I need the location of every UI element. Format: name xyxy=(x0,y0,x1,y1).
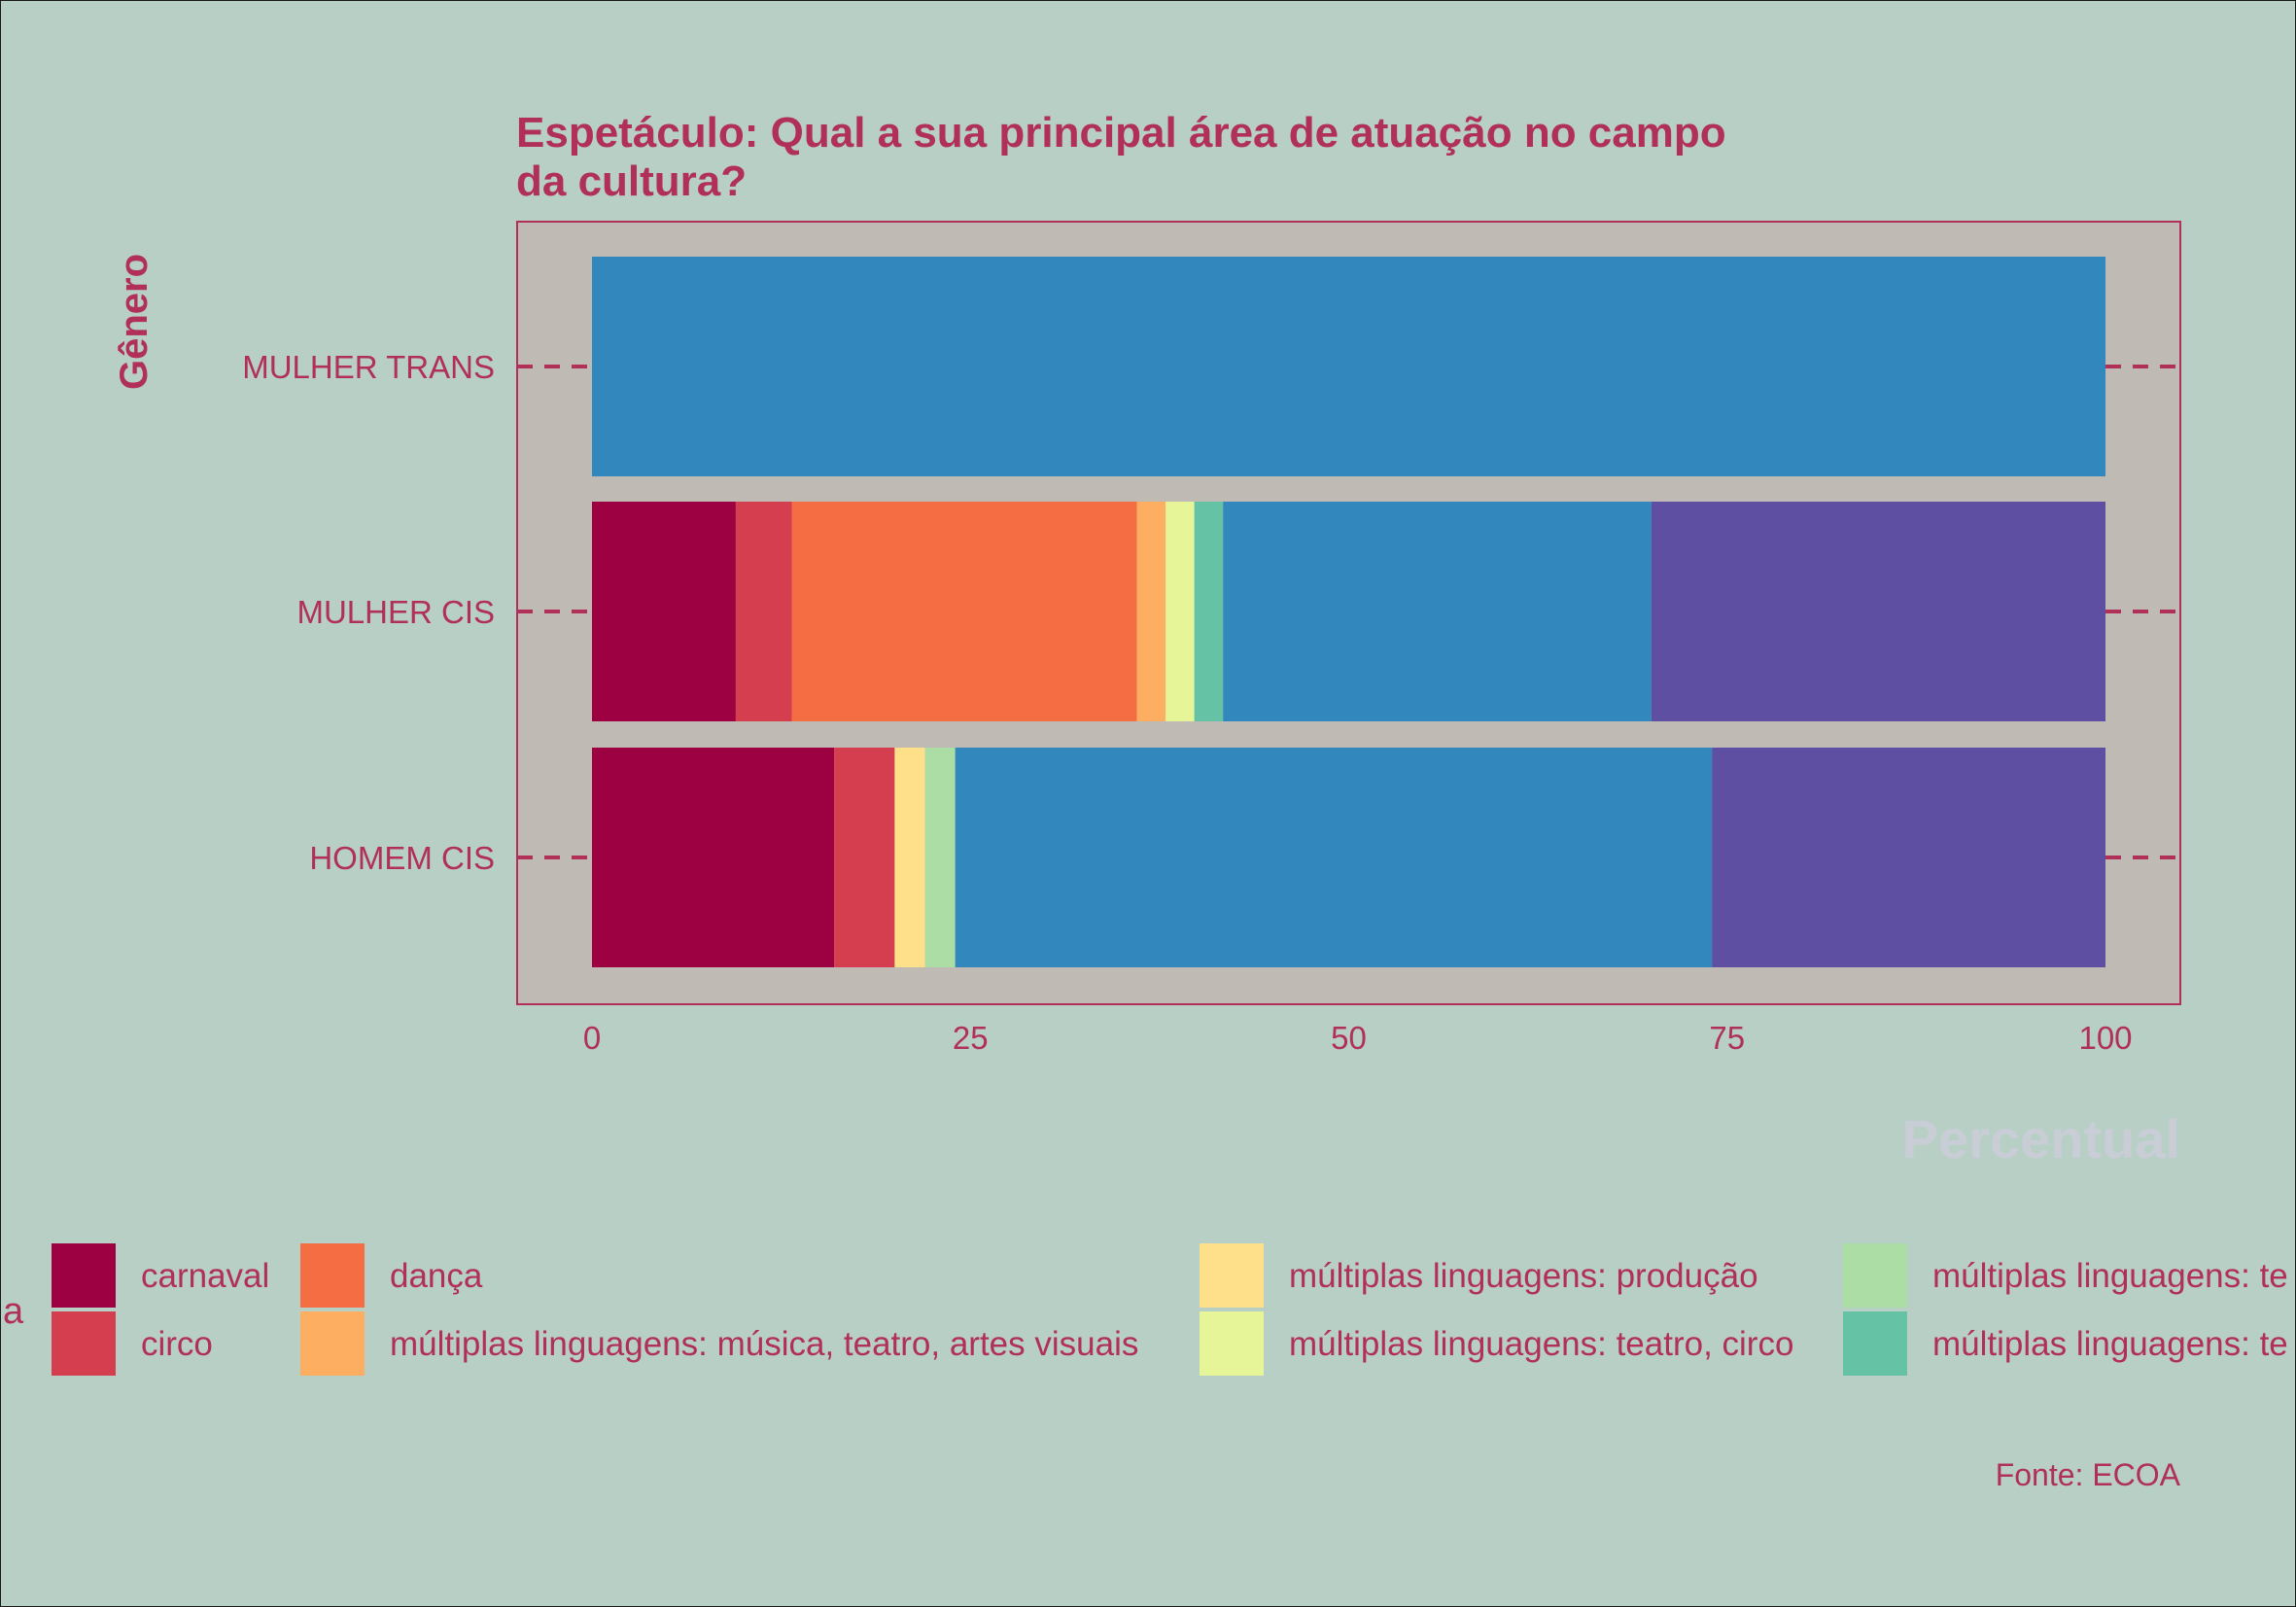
legend-key xyxy=(1200,1243,1264,1308)
legend-key xyxy=(52,1311,116,1376)
y-tick-label: HOMEM CIS xyxy=(309,840,495,876)
x-tick-label: 75 xyxy=(1709,1020,1745,1056)
legend-label: múltiplas linguagens: música, teatro, ar… xyxy=(390,1325,1138,1363)
bar-segment-2-6 xyxy=(1165,502,1195,721)
x-tick-label: 0 xyxy=(583,1020,601,1056)
bar-segment-2-4 xyxy=(1136,502,1166,721)
bar-segment-2-8 xyxy=(1194,502,1224,721)
legend-key xyxy=(1200,1311,1264,1376)
legend-label: múltiplas linguagens: te xyxy=(1932,1257,2288,1295)
x-axis: 0 25 50 75 100 xyxy=(583,1020,2133,1056)
legend-key xyxy=(300,1243,365,1308)
bar-segment-2-10 xyxy=(1651,502,2105,721)
y-axis: MULHER TRANS MULHER CIS HOMEM CIS xyxy=(242,349,2180,876)
bar-segment-3-5 xyxy=(894,748,925,967)
legend-title-fragment: a xyxy=(3,1291,24,1332)
legend-key xyxy=(52,1243,116,1308)
legend-key xyxy=(1843,1311,1907,1376)
bar-segment-2-2 xyxy=(735,502,792,721)
y-tick-label: MULHER TRANS xyxy=(242,349,495,385)
chart-title-line-1: Espetáculo: Qual a sua principal área de… xyxy=(516,109,1726,157)
x-axis-title: Percentual xyxy=(1902,1108,2180,1170)
x-tick-label: 50 xyxy=(1331,1020,1367,1056)
legend-label: múltiplas linguagens: teatro, circo xyxy=(1289,1325,1793,1363)
x-tick-label: 25 xyxy=(953,1020,989,1056)
bar-segment-3-7 xyxy=(924,748,956,967)
bar-segment-3-2 xyxy=(834,748,895,967)
legend-label: múltiplas linguagens: produção xyxy=(1289,1257,1758,1295)
caption: Fonte: ECOA xyxy=(1996,1457,2181,1492)
legend-key xyxy=(300,1311,365,1376)
legend: carnaval circo dança múltiplas linguagens: … xyxy=(52,1243,2288,1376)
legend-label: dança xyxy=(390,1257,483,1295)
legend-label: carnaval xyxy=(141,1257,269,1295)
legend-label: circo xyxy=(141,1325,213,1363)
bar-segment-2-9 xyxy=(1223,502,1652,721)
chart-title-line-2: da cultura? xyxy=(516,157,747,205)
bars-group xyxy=(592,257,2105,967)
bar-segment-3-1 xyxy=(592,748,835,967)
bar-segment-1-9 xyxy=(592,257,2105,476)
legend-key xyxy=(1843,1243,1907,1308)
y-tick-label: MULHER CIS xyxy=(296,594,495,630)
y-axis-title: Gênero xyxy=(113,254,156,390)
x-tick-label: 100 xyxy=(2078,1020,2132,1056)
legend-label: múltiplas linguagens: te xyxy=(1932,1325,2288,1363)
bar-segment-3-10 xyxy=(1712,748,2105,967)
bar-segment-2-1 xyxy=(592,502,736,721)
bar-segment-3-9 xyxy=(955,748,1713,967)
bar-segment-2-3 xyxy=(791,502,1137,721)
